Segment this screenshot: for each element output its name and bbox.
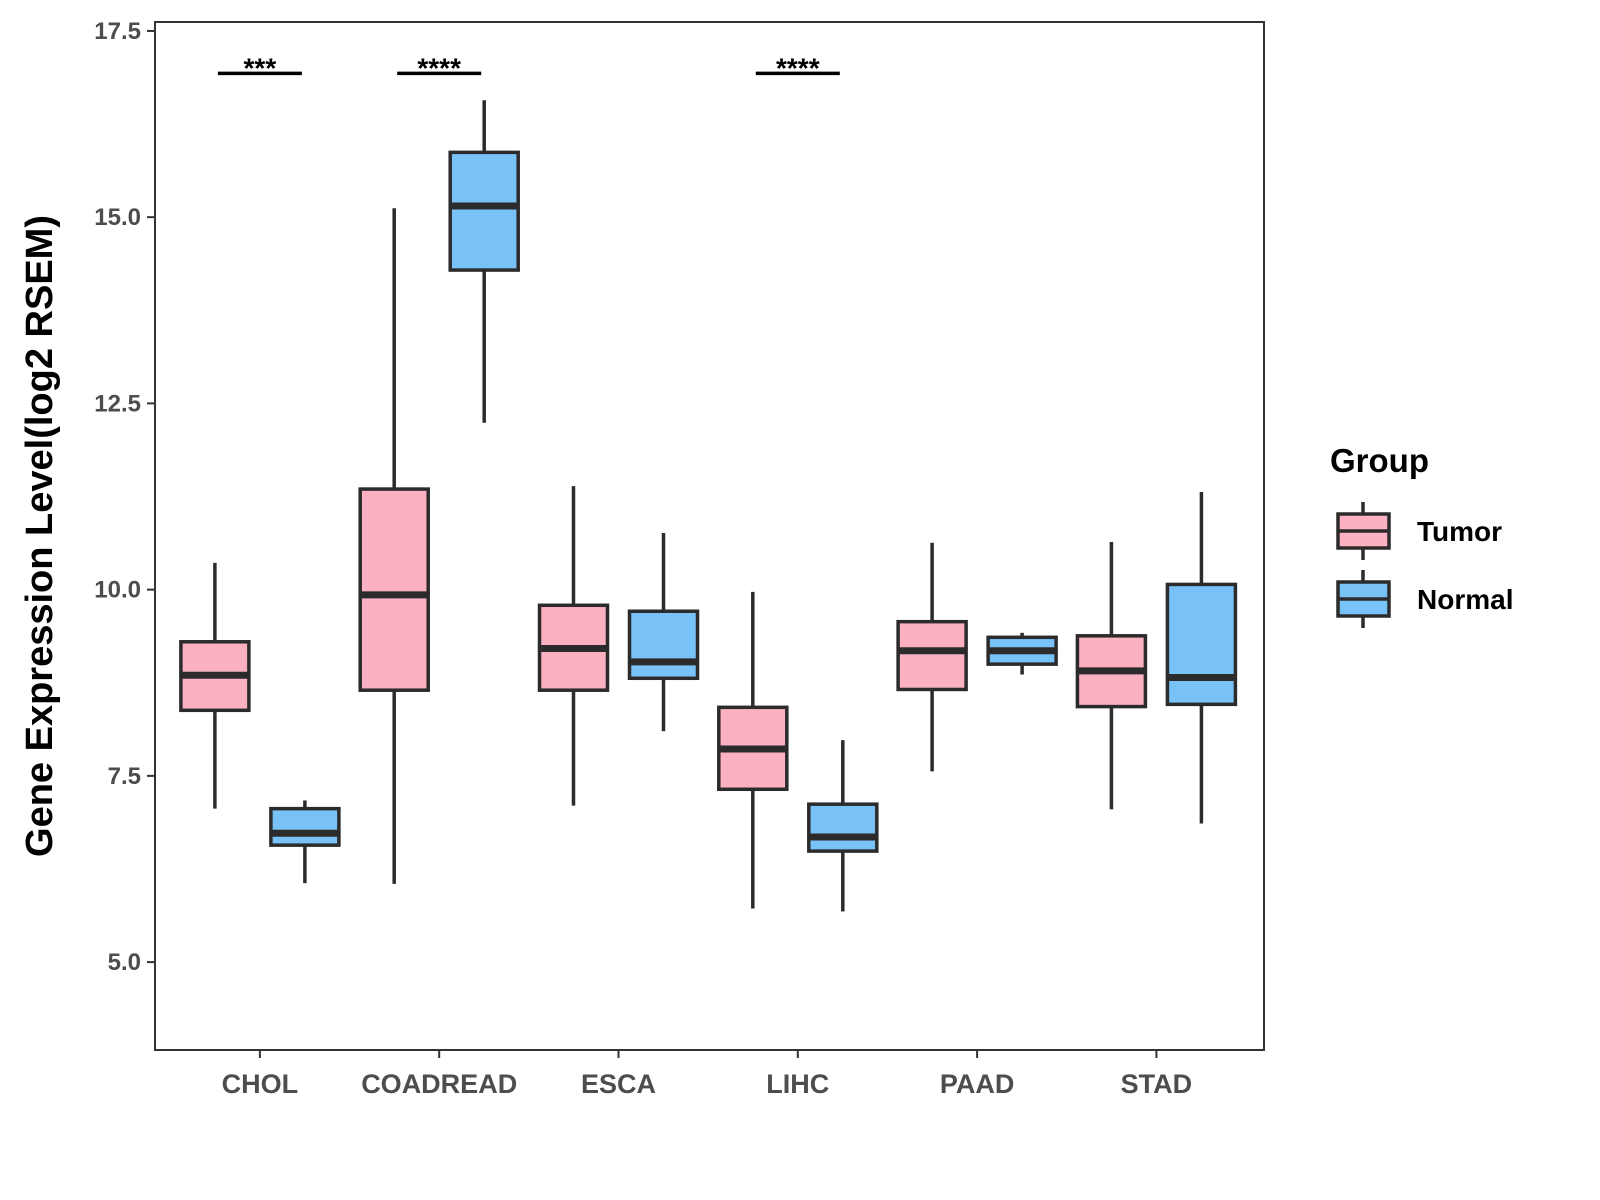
y-tick-label: 12.5 <box>94 390 141 417</box>
legend-label: Normal <box>1417 584 1513 615</box>
box-iqr <box>896 619 968 692</box>
x-tick-label: CHOL <box>222 1069 299 1099</box>
x-tick-label: COADREAD <box>361 1069 517 1099</box>
y-tick-label: 10.0 <box>94 577 141 604</box>
significance-label: **** <box>417 52 461 83</box>
legend-label: Tumor <box>1417 516 1502 547</box>
box-iqr <box>269 806 341 847</box>
box-iqr <box>448 150 520 272</box>
box-iqr <box>807 802 879 853</box>
box-iqr <box>358 487 430 692</box>
box-tumor-lihc <box>717 591 789 909</box>
box-tumor-chol <box>179 562 251 809</box>
box-tumor-paad <box>896 542 968 772</box>
x-tick-label: STAD <box>1121 1069 1193 1099</box>
legend-title: Group <box>1330 442 1429 479</box>
box-tumor-stad <box>1075 541 1148 810</box>
y-axis-label: Gene Expression Level(log2 RSEM) <box>19 215 61 857</box>
box-normal-chol <box>269 800 341 884</box>
plot-panel <box>154 21 1265 1051</box>
y-tick-label: 7.5 <box>108 763 141 790</box>
legend-item-normal: Normal <box>1336 570 1513 628</box>
box-normal-stad <box>1165 492 1238 824</box>
x-tick-label: ESCA <box>581 1069 656 1099</box>
significance-label: *** <box>244 52 277 83</box>
box-normal-coadread <box>448 100 520 423</box>
box-normal-paad <box>986 632 1058 675</box>
y-tick-label: 5.0 <box>108 949 141 976</box>
box-iqr <box>1165 582 1238 707</box>
box-normal-lihc <box>807 740 879 912</box>
box-normal-esca <box>627 533 700 732</box>
legend-item-tumor: Tumor <box>1336 502 1502 560</box>
x-tick-label: LIHC <box>766 1069 829 1099</box>
significance-label: **** <box>776 52 820 83</box>
box-tumor-esca <box>537 486 610 806</box>
box-iqr <box>627 609 700 681</box>
y-tick-label: 17.5 <box>94 18 141 45</box>
x-tick-label: PAAD <box>940 1069 1015 1099</box>
y-tick-label: 15.0 <box>94 204 141 231</box>
legend: Group Tumor Normal <box>1330 442 1513 628</box>
box-tumor-coadread <box>358 208 430 884</box>
